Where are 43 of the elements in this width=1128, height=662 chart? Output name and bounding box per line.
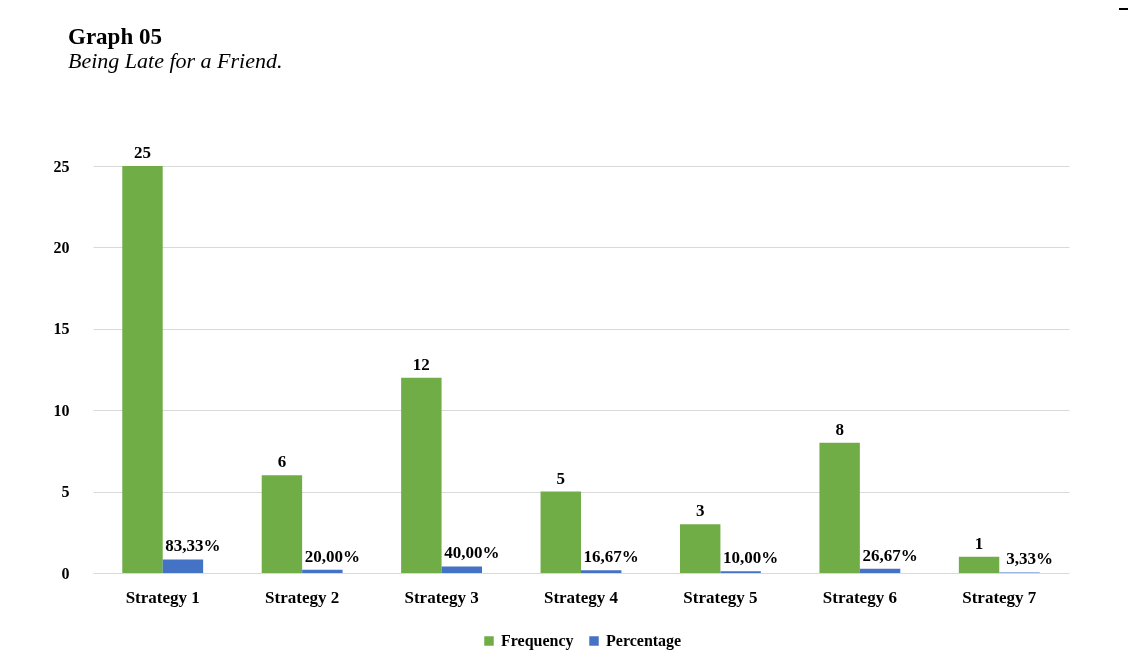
x-tick-label: Strategy 1 <box>125 587 200 607</box>
bar <box>819 442 860 573</box>
bar <box>581 570 622 573</box>
data-label: 12 <box>412 354 430 374</box>
legend-label: Frequency <box>501 632 574 650</box>
bar <box>540 491 581 573</box>
y-tick-label: 20 <box>53 238 70 256</box>
y-tick-label: 10 <box>53 401 70 419</box>
bar <box>958 556 1000 573</box>
x-tick-label: Strategy 5 <box>683 587 758 607</box>
bar <box>679 524 721 573</box>
bar <box>261 475 303 573</box>
bar <box>859 568 901 573</box>
data-label: 20,00% <box>304 546 360 566</box>
y-tick-label: 15 <box>53 320 70 338</box>
data-label: 8 <box>835 419 844 439</box>
legend-label: Percentage <box>606 632 682 650</box>
data-label: 6 <box>277 452 287 472</box>
data-label: 83,33% <box>165 536 221 556</box>
data-label: 25 <box>134 143 151 162</box>
chart-title: Graph 05 <box>68 24 162 49</box>
x-tick-label: Strategy 7 <box>962 587 1037 607</box>
data-label: 10,00% <box>723 548 779 568</box>
x-tick-label: Strategy 3 <box>404 587 479 607</box>
x-tick-label: Strategy 4 <box>543 587 619 607</box>
chart-subtitle: Being Late for a Friend. <box>68 48 283 73</box>
data-label: 16,67% <box>583 547 639 567</box>
data-label: 40,00% <box>444 543 500 563</box>
data-label: 1 <box>974 533 984 553</box>
bar <box>162 559 204 573</box>
y-tick-label: 25 <box>53 157 70 175</box>
bar <box>401 377 442 573</box>
bar <box>122 166 163 573</box>
x-tick-label: Strategy 6 <box>822 587 897 607</box>
y-tick-label: 5 <box>61 483 70 501</box>
data-label: 5 <box>556 468 566 488</box>
bar <box>302 569 343 573</box>
x-tick-label: Strategy 2 <box>265 587 340 607</box>
bar <box>441 566 483 573</box>
data-label: 3 <box>695 501 705 521</box>
data-label: 3,33% <box>1006 549 1053 569</box>
y-tick-label: 0 <box>61 564 70 582</box>
data-label: 26,67% <box>862 545 918 565</box>
